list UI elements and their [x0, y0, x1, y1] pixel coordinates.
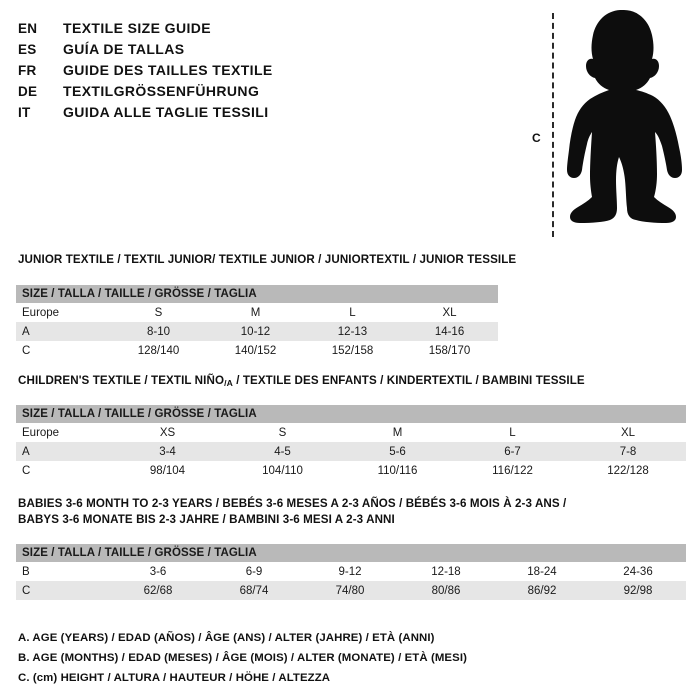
- cell: 24-36: [590, 562, 687, 581]
- row-label: C: [16, 341, 110, 360]
- cell: XS: [110, 423, 225, 442]
- table-header-row: SIZE / TALLA / TAILLE / GRÖSSE / TAGLIA: [16, 405, 686, 423]
- cell: 92/98: [590, 581, 687, 600]
- language-code-en: EN: [18, 21, 38, 36]
- height-figure: C: [510, 0, 700, 250]
- table-row: A 8-10 10-12 12-13 14-16: [16, 322, 499, 341]
- cell: XL: [401, 303, 499, 322]
- cell: 7-8: [570, 442, 686, 461]
- language-title-de: TEXTILGRÖSSENFÜHRUNG: [63, 83, 260, 99]
- cell: 18-24: [494, 562, 590, 581]
- language-title-it: GUIDA ALLE TAGLIE TESSILI: [63, 104, 269, 120]
- cell: 86/92: [494, 581, 590, 600]
- cell: 128/140: [110, 341, 207, 360]
- row-label: Europe: [16, 423, 110, 442]
- table-header-row: SIZE / TALLA / TAILLE / GRÖSSE / TAGLIA: [16, 285, 499, 303]
- cell: S: [225, 423, 340, 442]
- language-title-block: EN TEXTILE SIZE GUIDE ES GUÍA DE TALLAS …: [18, 20, 488, 125]
- cell: L: [304, 303, 401, 322]
- footnote-b: B. AGE (MONTHS) / EDAD (MESES) / ÂGE (MO…: [18, 652, 467, 664]
- babies-size-table: SIZE / TALLA / TAILLE / GRÖSSE / TAGLIA …: [16, 544, 687, 600]
- babies-heading-line2: BABYS 3-6 MONATE BIS 2-3 JAHRE / BAMBINI…: [18, 513, 395, 526]
- children-size-table: SIZE / TALLA / TAILLE / GRÖSSE / TAGLIA …: [16, 405, 686, 480]
- row-label: C: [16, 581, 110, 600]
- language-code-it: IT: [18, 105, 31, 120]
- cell: 14-16: [401, 322, 499, 341]
- cell: 10-12: [207, 322, 304, 341]
- cell: 12-13: [304, 322, 401, 341]
- cell: 9-12: [302, 562, 398, 581]
- toddler-silhouette-icon: [567, 10, 682, 223]
- cell: L: [455, 423, 570, 442]
- table-row: C 98/104 104/110 110/116 116/122 122/128: [16, 461, 686, 480]
- children-heading-sub: /A: [224, 378, 233, 388]
- children-size-header: SIZE / TALLA / TAILLE / GRÖSSE / TAGLIA: [16, 405, 686, 423]
- cell: 116/122: [455, 461, 570, 480]
- cell: 80/86: [398, 581, 494, 600]
- table-row: C 62/68 68/74 74/80 80/86 86/92 92/98: [16, 581, 687, 600]
- cell: 74/80: [302, 581, 398, 600]
- cell: 3-4: [110, 442, 225, 461]
- language-code-fr: FR: [18, 63, 37, 78]
- language-title-fr: GUIDE DES TAILLES TEXTILE: [63, 62, 273, 78]
- footnote-legend: A. AGE (YEARS) / EDAD (AÑOS) / ÂGE (ANS)…: [18, 628, 578, 688]
- babies-size-header: SIZE / TALLA / TAILLE / GRÖSSE / TAGLIA: [16, 544, 687, 562]
- cell: 110/116: [340, 461, 455, 480]
- junior-section-heading: JUNIOR TEXTILE / TEXTIL JUNIOR/ TEXTILE …: [18, 253, 517, 266]
- cell: S: [110, 303, 207, 322]
- row-label: C: [16, 461, 110, 480]
- table-row: B 3-6 6-9 9-12 12-18 18-24 24-36: [16, 562, 687, 581]
- row-label: A: [16, 442, 110, 461]
- cell: 6-7: [455, 442, 570, 461]
- children-heading-pre: CHILDREN'S TEXTILE / TEXTIL NIÑO: [18, 374, 225, 387]
- table-row: C 128/140 140/152 152/158 158/170: [16, 341, 499, 360]
- children-section-heading: CHILDREN'S TEXTILE / TEXTIL NIÑO/A / TEX…: [18, 374, 585, 388]
- cell: 104/110: [225, 461, 340, 480]
- cell: 6-9: [206, 562, 302, 581]
- cell: 8-10: [110, 322, 207, 341]
- language-code-de: DE: [18, 84, 38, 99]
- language-title-es: GUÍA DE TALLAS: [63, 41, 185, 57]
- cell: 68/74: [206, 581, 302, 600]
- cell: 158/170: [401, 341, 499, 360]
- row-label: Europe: [16, 303, 110, 322]
- cell: 5-6: [340, 442, 455, 461]
- footnote-c: C. (cm) HEIGHT / ALTURA / HAUTEUR / HÖHE…: [18, 672, 331, 684]
- language-row-en: EN TEXTILE SIZE GUIDE: [18, 20, 488, 41]
- row-label: A: [16, 322, 110, 341]
- row-label: B: [16, 562, 110, 581]
- height-measure-label: C: [532, 131, 541, 145]
- footnote-a: A. AGE (YEARS) / EDAD (AÑOS) / ÂGE (ANS)…: [18, 632, 435, 644]
- children-heading-post: / TEXTILE DES ENFANTS / KINDERTEXTIL / B…: [232, 374, 585, 387]
- language-row-es: ES GUÍA DE TALLAS: [18, 41, 488, 62]
- cell: 152/158: [304, 341, 401, 360]
- language-row-fr: FR GUIDE DES TAILLES TEXTILE: [18, 62, 488, 83]
- cell: 4-5: [225, 442, 340, 461]
- junior-size-table: SIZE / TALLA / TAILLE / GRÖSSE / TAGLIA …: [16, 285, 499, 360]
- babies-heading-line1: BABIES 3-6 MONTH TO 2-3 YEARS / BEBÉS 3-…: [18, 497, 567, 510]
- cell: 122/128: [570, 461, 686, 480]
- table-row: Europe S M L XL: [16, 303, 499, 322]
- cell: 12-18: [398, 562, 494, 581]
- cell: M: [340, 423, 455, 442]
- cell: 140/152: [207, 341, 304, 360]
- cell: XL: [570, 423, 686, 442]
- language-code-es: ES: [18, 42, 37, 57]
- table-row: Europe XS S M L XL: [16, 423, 686, 442]
- language-row-de: DE TEXTILGRÖSSENFÜHRUNG: [18, 83, 488, 104]
- cell: 62/68: [110, 581, 206, 600]
- language-row-it: IT GUIDA ALLE TAGLIE TESSILI: [18, 104, 488, 125]
- junior-size-header: SIZE / TALLA / TAILLE / GRÖSSE / TAGLIA: [16, 285, 499, 303]
- language-title-en: TEXTILE SIZE GUIDE: [63, 20, 211, 36]
- cell: M: [207, 303, 304, 322]
- babies-section-heading: BABIES 3-6 MONTH TO 2-3 YEARS / BEBÉS 3-…: [18, 497, 566, 526]
- table-row: A 3-4 4-5 5-6 6-7 7-8: [16, 442, 686, 461]
- height-dashed-line: [552, 13, 554, 237]
- cell: 98/104: [110, 461, 225, 480]
- cell: 3-6: [110, 562, 206, 581]
- table-header-row: SIZE / TALLA / TAILLE / GRÖSSE / TAGLIA: [16, 544, 687, 562]
